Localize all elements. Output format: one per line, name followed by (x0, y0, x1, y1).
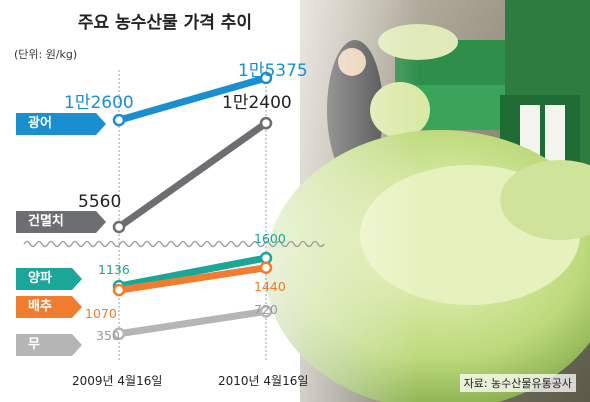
data-point-2-2 (259, 116, 273, 130)
data-point-4-1 (112, 283, 126, 297)
x-tick-label-start: 2009년 4월16일 (72, 374, 163, 388)
data-label: 5560 (78, 192, 122, 212)
data-label: 1600 (254, 231, 286, 246)
axis-break (23, 240, 325, 248)
data-point-1-1 (112, 113, 126, 127)
data-label: 720 (254, 302, 278, 317)
source-label: 자료: 농수산물유통공사 (459, 374, 576, 392)
data-label: 1440 (254, 279, 286, 294)
data-point-1-2 (259, 71, 273, 85)
unit-label: (단위: 원/kg) (14, 48, 78, 61)
data-label: 1136 (98, 262, 130, 277)
series-line-1 (115, 74, 270, 124)
series-line-3 (115, 254, 270, 290)
series-name-label: 양파 (16, 268, 82, 290)
data-point-4-2 (259, 261, 273, 274)
series-line-4 (115, 264, 270, 294)
chart-title: 주요 농수산물 가격 추이 (77, 13, 253, 33)
x-tick-label-end: 2010년 4월16일 (218, 374, 309, 388)
data-label: 1070 (85, 306, 117, 321)
data-label: 1만5375 (238, 61, 308, 81)
series-name-label: 배추 (16, 296, 82, 318)
series-name-label: 무 (16, 334, 82, 356)
data-point-2-1 (112, 220, 126, 234)
series-name-label: 광어 (16, 113, 106, 135)
series-line-2 (115, 119, 270, 231)
series-line-5 (115, 307, 270, 338)
data-point-5-1 (112, 327, 126, 341)
data-label: 1만2600 (64, 93, 134, 113)
series-name-label: 건멸치 (16, 211, 106, 233)
data-label: 1만2400 (222, 93, 292, 113)
data-point-5-2 (259, 305, 273, 318)
data-label: 350 (96, 328, 120, 343)
